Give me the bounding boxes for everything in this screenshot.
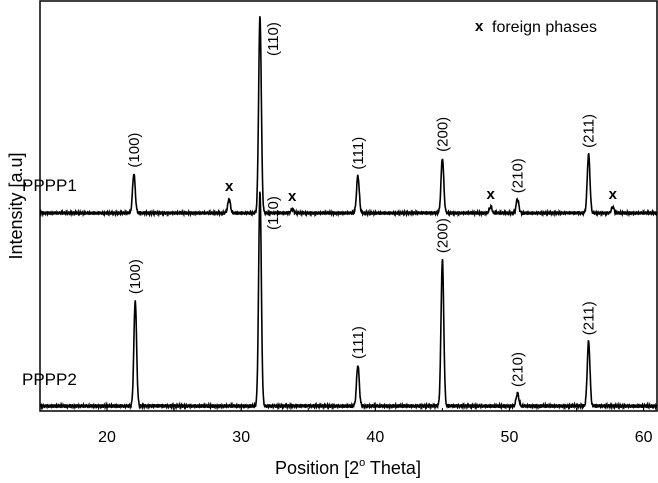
peak-label: (200) [434,218,451,253]
peak-label: (200) [434,117,451,152]
peak-label: (111) [350,326,367,359]
legend-marker: x [475,18,484,35]
foreign-phase-marker: x [487,186,496,203]
foreign-phase-marker: x [609,186,618,203]
series-line [39,191,658,411]
x-axis-label: Position [2o Theta] [275,457,421,478]
peak-label: (110) [265,196,282,230]
legend: x foreign phases [475,18,597,36]
peak-label: (111) [350,137,367,170]
series-label: PPPP2 [22,370,77,389]
peak-label: (110) [265,22,282,56]
x-tick-label: 30 [232,429,250,446]
series-label: PPPP1 [22,176,77,195]
x-tick-label: 40 [366,429,384,446]
series-lines [39,16,658,411]
peak-labels: PPPP1 (100) x (110) x (111) (200) x (210) (211) x P… [22,22,618,389]
peak-label: (100) [126,133,143,168]
peak-label: (210) [510,158,527,193]
foreign-phase-marker: x [288,188,297,205]
peak-label: (211) [581,301,598,335]
x-tick-label: 20 [98,429,116,446]
peak-label: (100) [127,259,144,294]
series-line [39,16,658,218]
legend-label: foreign phases [492,19,597,36]
plot-frame [39,0,658,412]
peak-label: (210) [510,352,527,387]
peak-label: (211) [581,114,598,148]
x-axis-ticks: 20 30 40 50 60 [39,405,653,446]
foreign-phase-marker: x [225,178,234,195]
y-axis-label: Intensity [a.u] [6,152,26,259]
x-tick-label: 60 [635,429,653,446]
x-tick-label: 50 [501,429,519,446]
